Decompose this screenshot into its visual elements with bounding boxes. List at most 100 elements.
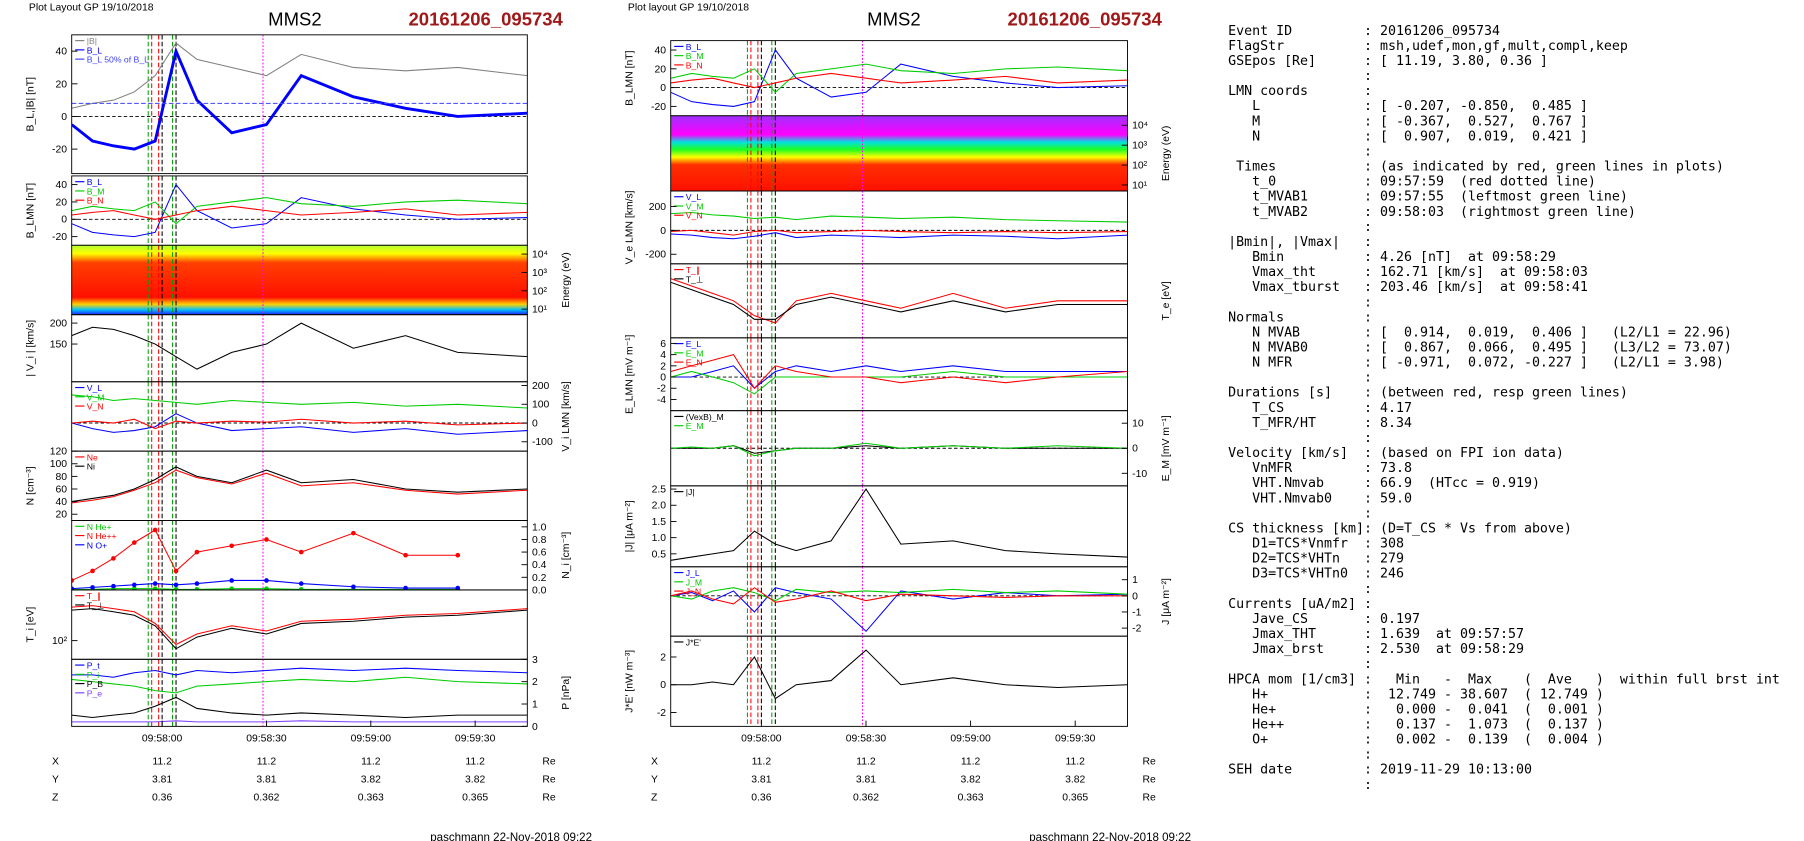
panel-frame [71,658,528,727]
info-line: T_CS : 4.17 [1228,401,1412,416]
ephemeris-name: X [52,757,59,768]
info-line: LMN coords : [1228,84,1372,99]
legend-label: |J| [686,487,695,497]
ephemeris-unit: Re [542,757,556,768]
plot-area [670,636,1128,727]
ephemeris-unit: Re [542,792,556,803]
info-line: : [1228,144,1372,159]
y-tick-label: 0 [61,112,67,123]
y-tick-label: -20 [52,232,67,243]
ephemeris-value: 11.2 [361,757,381,768]
series-line [71,608,528,650]
series-line [670,587,1128,602]
plot-title: MMS2 [867,9,920,30]
panel-frame [670,635,1128,727]
series-point [90,568,95,574]
info-line: Jmax_brst : 2.530 at 09:58:29 [1228,642,1524,657]
series-line [71,322,528,370]
ephemeris-name: Z [651,792,658,803]
y-axis-label: N [cm⁻³] [26,466,37,505]
y-tick-label: 0.0 [532,585,547,596]
info-line: t_MVAB1 : 09:57:55 (leftmost green line) [1228,190,1628,205]
y-tick-label: 1.0 [652,533,667,544]
ephemeris-value: 0.365 [462,792,488,803]
y-tick-label: 3 [532,655,538,666]
y-tick-label: -1 [1132,607,1141,618]
y-tick-label: 10² [52,636,68,647]
series-line [670,365,1128,389]
ephemeris-name: Y [52,774,59,785]
info-line: t_0 : 09:57:59 (red dotted line) [1228,175,1596,190]
ephemeris-value: 11.2 [465,757,485,768]
y-tick-label: 2.0 [652,501,667,512]
plot-area [670,566,1128,637]
panel-frame [71,34,528,175]
plot-area [746,115,864,191]
info-line: : [1228,506,1372,521]
y-axis-label: Energy (eV) [1161,126,1172,181]
panel: (VexB)_ME_M -10 0 10 E_M [mV m⁻¹] [670,410,1172,487]
panel: P_tP_iP_BP_e 0 1 2 3 P [nPa] 09:58:00 09:58:30 0… [52,655,572,804]
legend-label: V_N [87,402,104,412]
y-tick-label: 0.4 [532,560,547,571]
legend-label: N He+ [87,522,112,532]
ephemeris-unit: Re [1143,792,1157,803]
ephemeris-name: X [651,757,658,768]
series-line [71,667,528,678]
ephemeris-value: 3.82 [465,774,485,785]
panel: 10¹ 10² 10³ 10⁴ Energy (eV) [670,115,1172,191]
y-tick-label: 1 [1132,575,1138,586]
x-tick-label: 09:59:30 [455,733,496,744]
plot-area [670,485,1128,567]
plot-area [670,190,1128,264]
y-tick-label: 40 [56,497,68,508]
series-point [351,530,356,536]
x-tick-label: 09:59:00 [351,733,392,744]
plot-area [670,40,1128,116]
y-tick-label: -2 [1132,624,1141,635]
panel: T_∥T_⊥ 10² T_i [eV] [26,589,528,660]
y-tick-label: 100 [50,459,68,470]
y-tick-label: 40 [655,45,667,56]
y-tick-label: -4 [657,395,666,406]
y-tick-label: 200 [649,202,667,213]
y-axis-label: B_LMN [nT] [625,50,636,106]
series-point [403,552,408,558]
info-line: t_MVAB2 : 09:58:03 (rightmost green line… [1228,205,1636,220]
series-point [298,586,304,590]
info-line: N MVAB : [ 0.914, 0.019, 0.406 ] (L2/L1 … [1228,325,1732,340]
y-axis-label: | V_i | [km/s] [26,320,37,377]
legend-label: Ne [87,452,98,462]
y-tick-label: -2 [657,384,666,395]
info-line: N MVAB0 : [ 0.867, 0.066, 0.495 ] (L3/L2… [1228,341,1732,356]
legend-label: V_L [686,192,702,202]
info-line: Bmin : 4.26 [nT] at 09:58:29 [1228,250,1556,265]
plot-area [71,659,528,727]
series-point [194,549,200,555]
event-id: 20161206_095734 [1008,9,1163,30]
spectrogram-image [670,115,1128,191]
info-line: He+ : 0.000 - 0.041 ( 0.001 ) [1228,702,1604,717]
x-tick-label: 09:58:30 [846,733,887,744]
x-tick-label: 09:59:30 [1055,733,1096,744]
y-tick-label: 10² [1132,161,1148,172]
legend-label: Ni [87,462,95,472]
series-point [90,585,95,590]
y-tick-label: 0.2 [532,573,547,584]
legend-label: P_B [87,679,104,689]
ephemeris-value: 0.36 [751,792,771,803]
plot-area [670,337,1128,411]
series-point [111,556,116,561]
info-line: Normals : [1228,310,1372,325]
series-point [229,578,235,583]
plot-footer: paschmann 22-Nov-2018 09:22 [1029,832,1191,841]
plot-area [71,175,528,246]
y-tick-label: 4 [660,350,666,361]
info-line: CS thickness [km]: (D=T_CS * Vs from abo… [1228,521,1572,536]
series-point [152,527,158,533]
y-tick-label: -200 [645,250,666,261]
y-tick-label: 40 [56,47,68,58]
series-point [455,552,461,558]
series-point [194,586,200,590]
